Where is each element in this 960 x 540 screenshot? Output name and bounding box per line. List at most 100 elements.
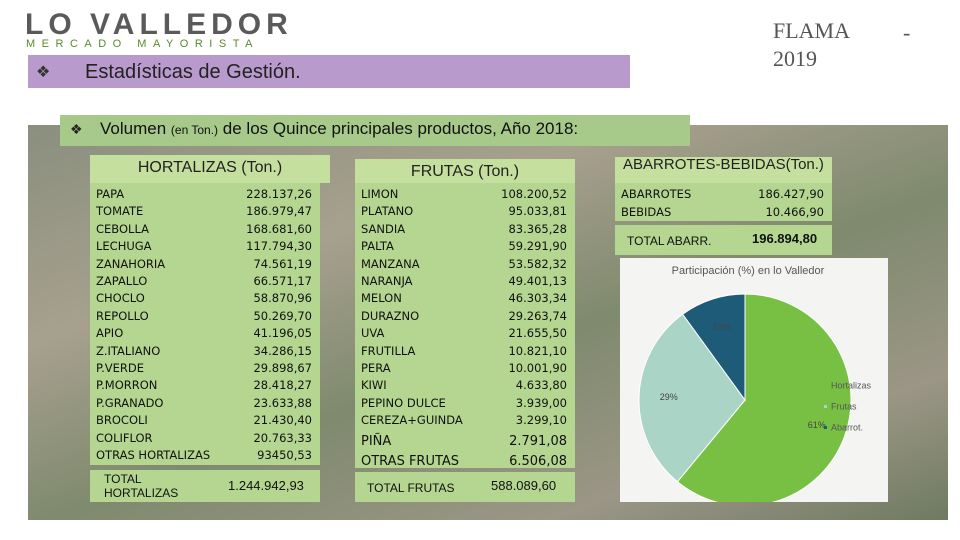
product-value: 186.427,90 [758, 187, 824, 201]
product-value: 186.979,47 [246, 204, 312, 219]
product-name: CEREZA+GUINDA [361, 413, 463, 428]
product-name: CHOCLO [96, 291, 145, 306]
pie-chart: Participación (%) en lo Valledor 61% 29% 1… [620, 258, 888, 502]
product-name: P.MORRON [96, 378, 158, 393]
product-value: 21.655,50 [508, 326, 567, 341]
table-row: KIWI 4.633,80 [361, 378, 567, 395]
legend-swatch [824, 405, 827, 408]
section-title: Estadísticas de Gestión. [85, 61, 301, 83]
table-row: Z.ITALIANO 34.286,15 [96, 344, 312, 361]
hortalizas-total-row: TOTAL HORTALIZAS 1.244.942,93 [90, 470, 320, 502]
product-value: 58.870,96 [253, 291, 312, 306]
chart-title: Participación (%) en lo Valledor [672, 265, 825, 277]
product-name: BROCOLI [96, 413, 148, 428]
product-value: 29.263,74 [508, 308, 567, 323]
product-value: 29.898,67 [253, 361, 312, 375]
table-row: MANZANA 53.582,32 [361, 257, 567, 274]
product-name: PALTA [361, 239, 394, 254]
table-row: P.VERDE 29.898,67 [96, 361, 312, 378]
table-row: FRUTILLA 10.821,10 [361, 344, 567, 361]
bullet: ❖ [70, 121, 83, 137]
table-row: MELON 46.303,34 [361, 291, 567, 308]
product-value: 3.939,00 [515, 395, 567, 410]
product-name: COLIFLOR [96, 430, 153, 445]
pie-slice [676, 293, 852, 502]
product-name: REPOLLO [96, 308, 149, 323]
product-value: 53.582,32 [508, 256, 567, 271]
table-row: PEPINO DULCE 3.939,00 [361, 396, 567, 413]
table-row: APIO 41.196,05 [96, 326, 312, 343]
table-row: CEBOLLA 168.681,60 [96, 222, 312, 239]
product-value: 4.633,80 [515, 378, 567, 393]
table-row: COLIFLOR 20.763,33 [96, 431, 312, 448]
bullet: ❖ [36, 64, 51, 81]
product-name: PIÑA [361, 433, 392, 449]
product-value: 168.681,60 [246, 221, 312, 236]
product-value: 59.291,90 [508, 239, 567, 254]
product-value: 66.571,17 [253, 274, 312, 288]
table-row: P.GRANADO 23.633,88 [96, 396, 312, 413]
pie-slice [681, 293, 746, 402]
product-value: 21.430,40 [253, 413, 312, 428]
pie-slice [638, 313, 746, 483]
product-value: 41.196,05 [253, 326, 312, 341]
table-row: PLATANO 95.033,81 [361, 204, 567, 221]
product-name: ZANAHORIA [96, 256, 166, 271]
frutas-total-row: TOTAL FRUTAS 588.089,60 [355, 472, 575, 502]
total-value: 588.089,60 [491, 478, 557, 493]
product-name: FRUTILLA [361, 343, 416, 358]
product-name: P.VERDE [96, 361, 145, 375]
subtitle-rest: de los Quince principales productos, Año… [222, 119, 579, 138]
product-value: 20.763,33 [253, 430, 312, 445]
product-name: SANDIA [361, 221, 406, 236]
product-name: KIWI [361, 378, 387, 393]
table-row: PIÑA 2.791,08 [361, 434, 567, 451]
product-value: 6.506,08 [509, 454, 567, 469]
product-name: CEBOLLA [96, 221, 149, 236]
table-row: PERA 10.001,90 [361, 361, 567, 378]
logo-sub: MERCADO MAYORISTA [26, 38, 259, 50]
product-name: OTRAS HORTALIZAS [96, 448, 211, 462]
product-value: 28.418,27 [253, 378, 312, 393]
table-row: LECHUGA 117.794,30 [96, 239, 312, 256]
table-row: PALTA 59.291,90 [361, 239, 567, 256]
product-name: OTRAS FRUTAS [361, 454, 460, 469]
abarrotes-total-row: TOTAL ABARR. 196.894,80 [615, 225, 832, 255]
legend-swatch [824, 384, 827, 387]
product-value: 228.137,26 [246, 187, 312, 201]
total-label: TOTAL FRUTAS [367, 481, 455, 495]
product-name: ABARROTES [621, 187, 692, 201]
product-name: MELON [361, 291, 402, 306]
table-row: P.MORRON 28.418,27 [96, 378, 312, 395]
product-value: 10.466,90 [765, 204, 824, 219]
product-name: P.GRANADO [96, 395, 164, 410]
frutas-title: FRUTAS (Ton.) [355, 159, 575, 185]
table-row: SANDIA 83.365,28 [361, 222, 567, 239]
product-value: 34.286,15 [253, 343, 312, 358]
total-label: TOTAL HORTALIZAS [104, 472, 179, 500]
product-value: 74.561,19 [253, 256, 312, 271]
product-name: PAPA [96, 187, 125, 201]
slice-label: 61% [808, 420, 826, 430]
product-value: 10.001,90 [508, 361, 567, 375]
product-value: 108.200,52 [501, 187, 567, 201]
product-value: 10.821,10 [508, 343, 567, 358]
total-value: 196.894,80 [752, 231, 818, 246]
product-name: Z.ITALIANO [96, 343, 161, 358]
product-name: NARANJA [361, 274, 413, 288]
product-name: TOMATE [96, 204, 144, 219]
legend-label: Abarrot. [831, 422, 863, 432]
product-value: 49.401,13 [508, 274, 567, 288]
product-name: UVA [361, 326, 385, 341]
table-row: ZANAHORIA 74.561,19 [96, 257, 312, 274]
product-value: 2.791,08 [509, 433, 567, 449]
product-value: 46.303,34 [508, 291, 567, 306]
product-value: 3.299,10 [515, 413, 567, 428]
flama: FLAMA [773, 18, 851, 43]
subtitle: Volumen (en Ton.) de los Quince principa… [100, 119, 578, 139]
product-value: 93450,53 [257, 448, 312, 462]
product-name: APIO [96, 326, 124, 341]
product-name: BEBIDAS [621, 204, 672, 219]
product-name: LECHUGA [96, 239, 152, 254]
